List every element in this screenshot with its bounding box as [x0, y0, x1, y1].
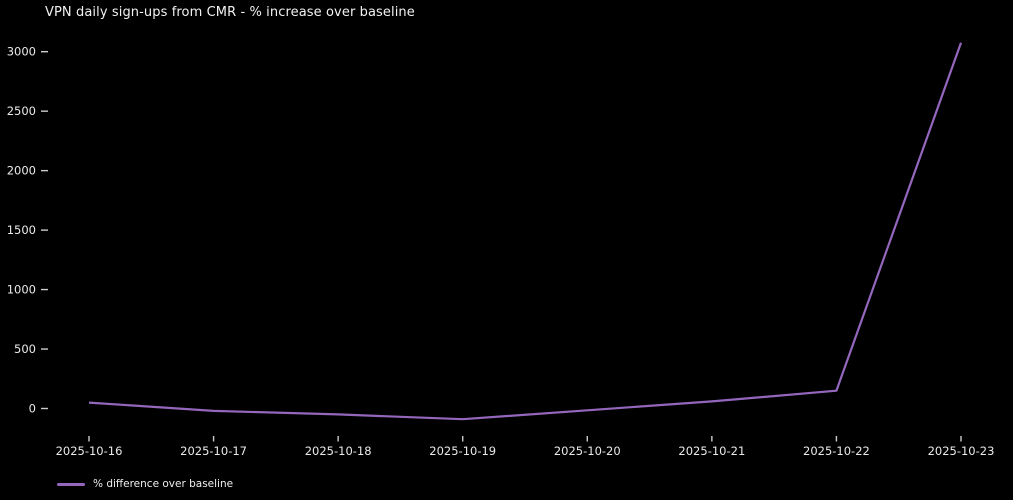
legend-label: % difference over baseline: [93, 478, 234, 490]
y-tick-label: 2500: [7, 104, 36, 118]
x-tick-label: 2025-10-19: [429, 444, 496, 458]
x-tick-label: 2025-10-23: [928, 444, 995, 458]
y-tick-label: 0: [29, 402, 36, 416]
y-tick-label: 3000: [7, 45, 36, 59]
y-tick-label: 1500: [7, 223, 36, 237]
y-tick-label: 500: [14, 342, 36, 356]
series-line: [88, 42, 963, 421]
x-tick-label: 2025-10-22: [803, 444, 870, 458]
y-tick-label: 2000: [7, 164, 36, 178]
chart-title: VPN daily sign-ups from CMR - % increase…: [45, 5, 415, 20]
x-tick-label: 2025-10-18: [305, 444, 372, 458]
x-tick-label: 2025-10-20: [554, 444, 621, 458]
legend: % difference over baseline: [57, 476, 233, 492]
y-tick-label: 1000: [7, 283, 36, 297]
x-tick-label: 2025-10-21: [678, 444, 745, 458]
legend-line-swatch: [57, 482, 85, 486]
x-tick-label: 2025-10-17: [180, 444, 247, 458]
x-tick-label: 2025-10-16: [56, 444, 123, 458]
